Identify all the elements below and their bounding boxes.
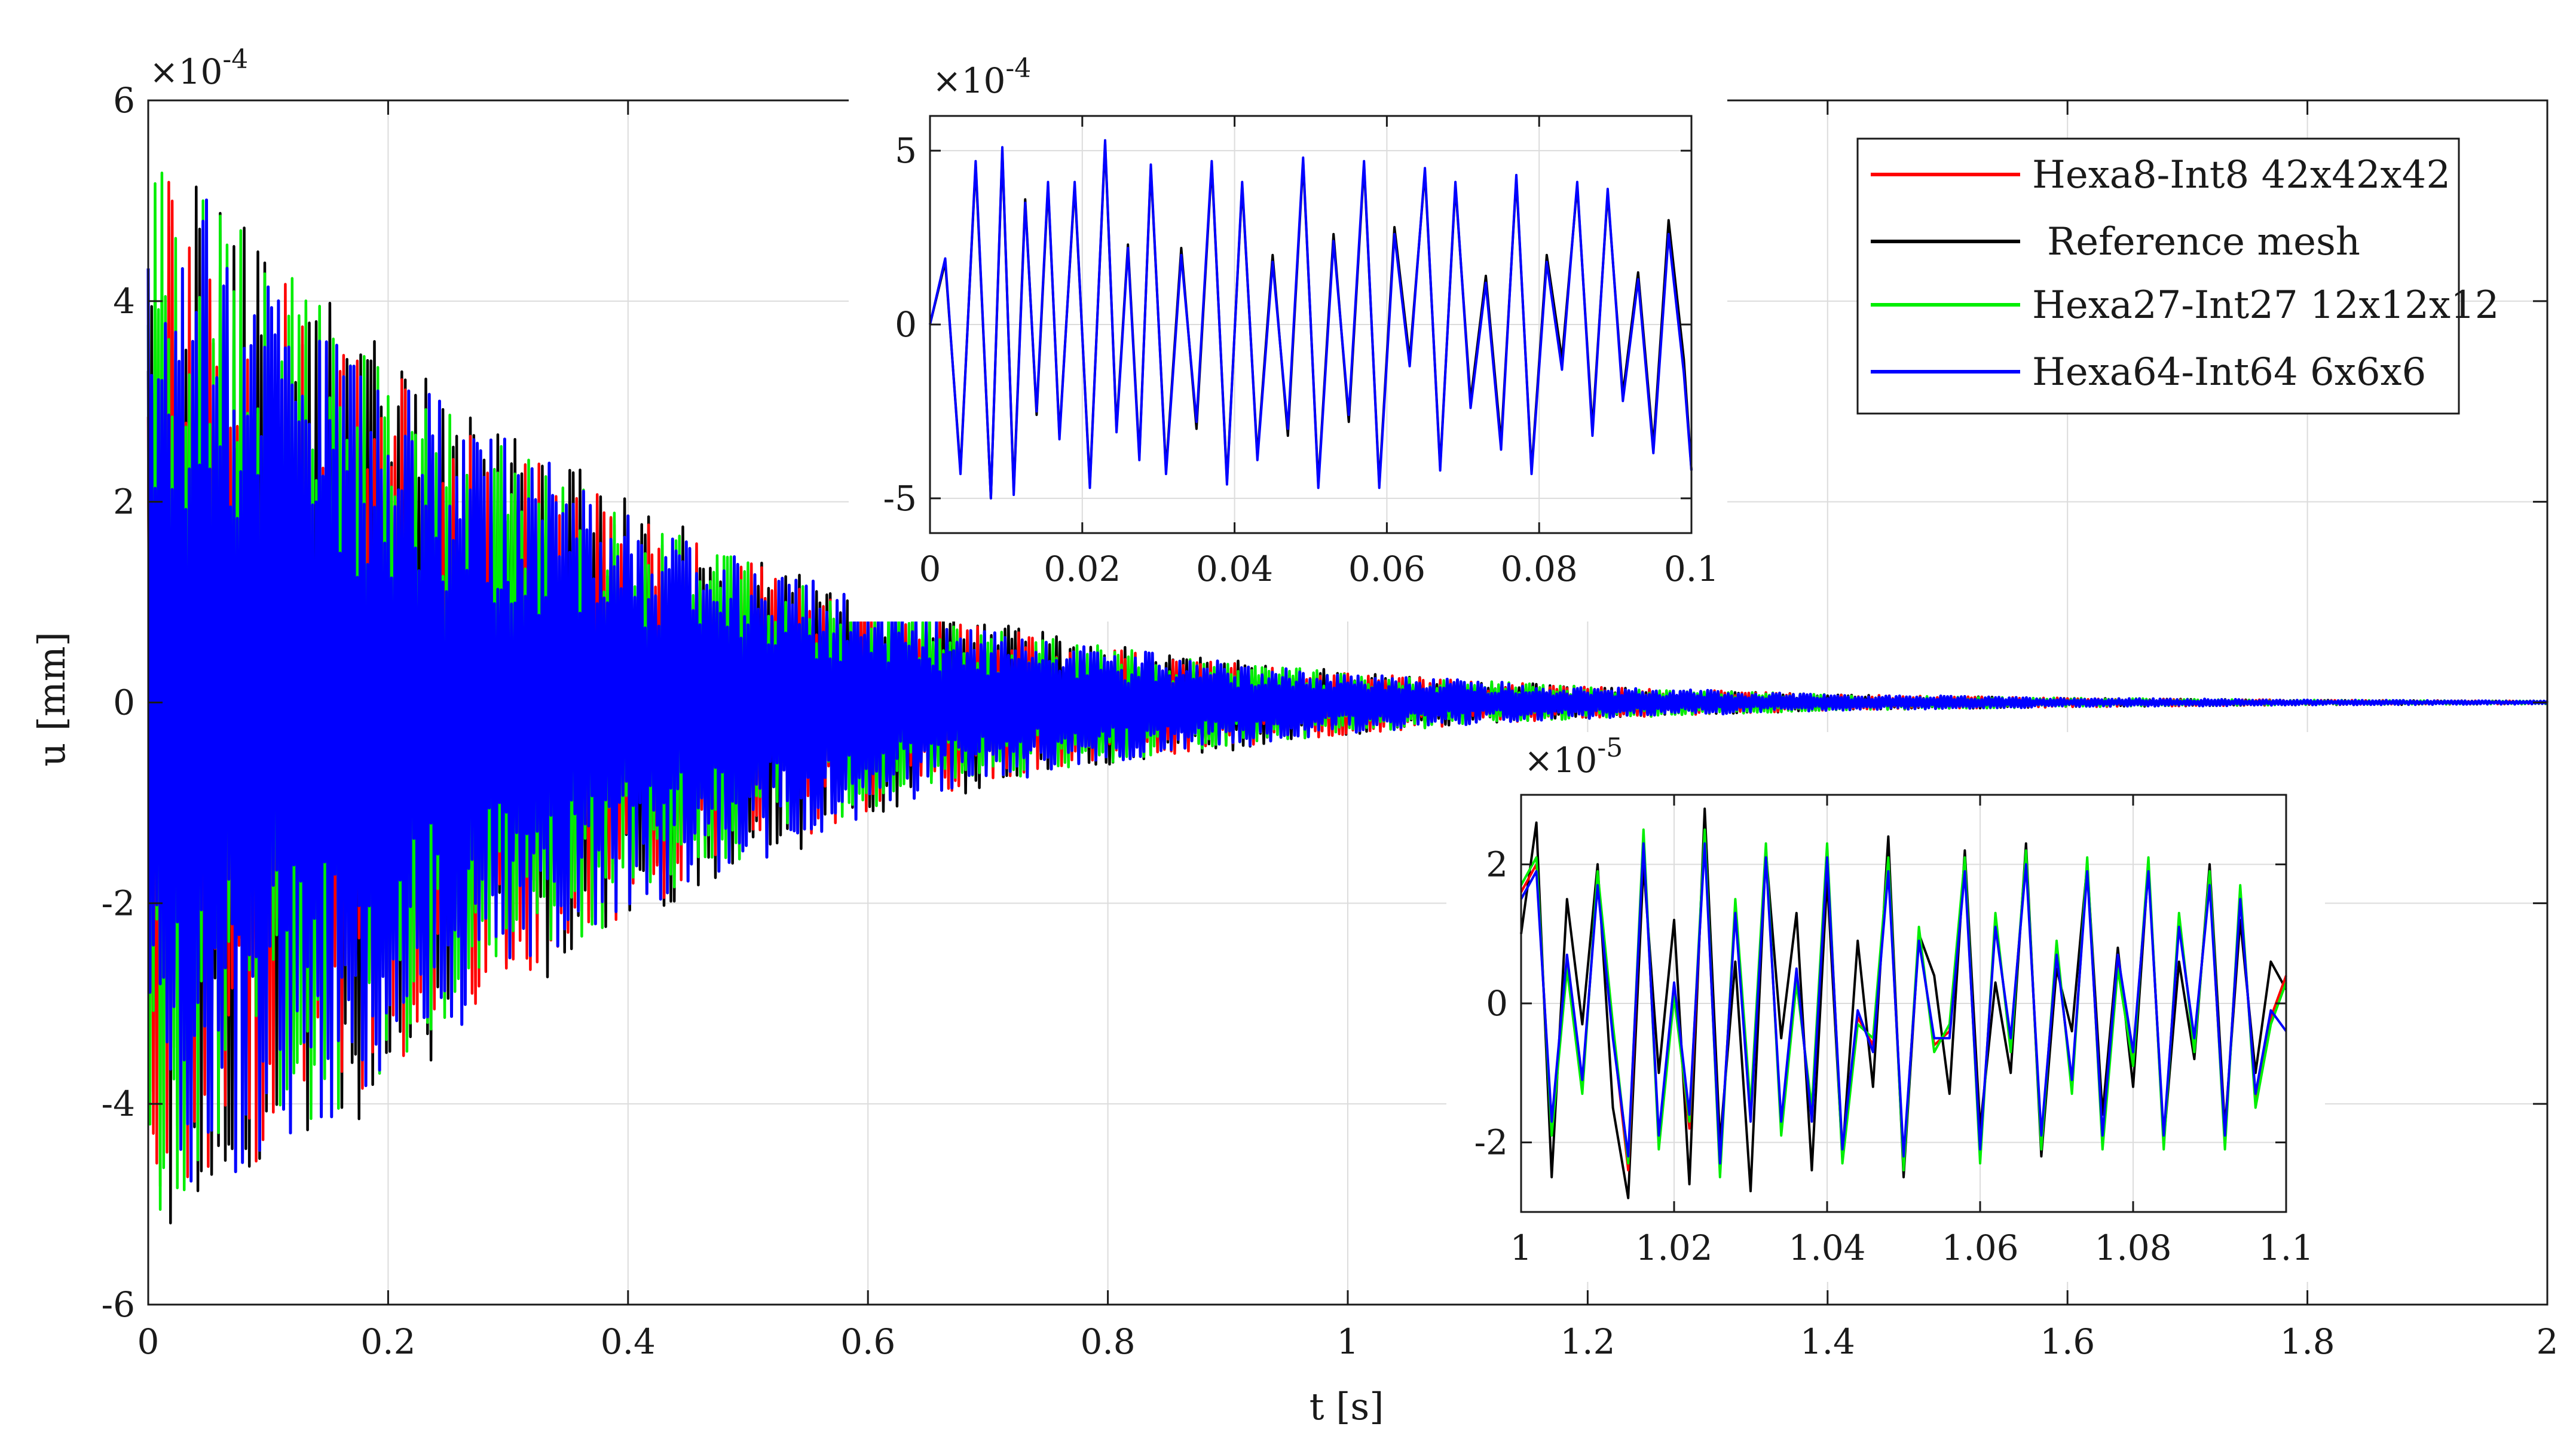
- main-y-tick-labels: -6 -4 -2 0 2 4 6: [102, 80, 136, 1325]
- inset-late-series: [1520, 807, 2287, 1199]
- x-tick-label: 1.1: [2259, 1228, 2314, 1268]
- inset-late-plot: 1 1.02 1.04 1.06 1.08 1.1 -202 ×10-5: [1446, 732, 2325, 1282]
- x-tick-label: 0.6: [840, 1321, 895, 1362]
- x-tick-label: 0.04: [1196, 549, 1273, 589]
- y-tick-label: 2: [1486, 844, 1508, 884]
- main-y-multiplier: ×10-4: [149, 44, 248, 92]
- inset-early-series: [929, 139, 1693, 500]
- legend-entry: Hexa8-Int8 42x42x42: [1871, 153, 2450, 197]
- y-tick-label: -2: [102, 883, 136, 923]
- x-tick-label: 1.2: [1560, 1321, 1615, 1362]
- inset-early-y-multiplier: ×10-4: [932, 53, 1031, 101]
- x-tick-label: 1.04: [1788, 1228, 1865, 1268]
- inset-late-y-tick-labels: -2 0 2: [1474, 844, 1509, 1162]
- y-tick-label: 2: [113, 482, 135, 522]
- y-tick-label: -6: [102, 1284, 136, 1325]
- y-tick-label: -4: [102, 1083, 136, 1124]
- main-y-axis-label: u [mm]: [30, 632, 74, 767]
- y-tick-label: -2: [1474, 1122, 1509, 1163]
- x-tick-label: 1.8: [2280, 1321, 2335, 1362]
- y-tick-label: 0: [1486, 983, 1508, 1024]
- series-line: [1520, 842, 2287, 1165]
- series-line: [929, 139, 1693, 500]
- series-line: [146, 198, 2549, 1183]
- legend-label: Reference mesh: [2047, 220, 2360, 264]
- main-x-axis-label: t [s]: [1310, 1385, 1384, 1428]
- x-tick-label: 0.08: [1501, 549, 1578, 589]
- x-tick-label: 1.02: [1635, 1228, 1712, 1268]
- legend-box: [1856, 137, 2460, 415]
- main-x-tick-labels: 0 0.2 0.4 0.6 0.8 1 1.2 1.4 1.6 1.8 2: [137, 1321, 2559, 1362]
- legend-label: Hexa64-Int64 6x6x6: [2032, 350, 2426, 394]
- legend-entry: Hexa64-Int64 6x6x6: [1871, 350, 2426, 394]
- y-tick-label: 0: [895, 304, 917, 345]
- x-tick-label: 0: [137, 1321, 160, 1362]
- x-tick-label: 2: [2537, 1321, 2559, 1362]
- legend: Hexa8-Int8 42x42x42 Reference mesh Hexa2…: [1856, 137, 2499, 415]
- x-tick-label: 1.08: [2094, 1228, 2171, 1268]
- inset-early-x-tick-labels: 0 0.02 0.04 0.06 0.08 0.1: [919, 549, 1720, 589]
- inset-late-axes-frame: [1520, 794, 2287, 1213]
- x-tick-label: 1: [1337, 1321, 1359, 1362]
- legend-label: Hexa8-Int8 42x42x42: [2032, 153, 2450, 197]
- inset-early-y-tick-labels: -5 0 5: [883, 130, 917, 519]
- x-tick-label: 1.6: [2040, 1321, 2095, 1362]
- legend-entry: Reference mesh: [1871, 220, 2360, 264]
- y-tick-label: -5: [883, 478, 917, 519]
- inset-early-plot: 0 0.02 0.04 0.06 0.08 0.1 -505 ×10-4: [849, 53, 1727, 622]
- y-multiplier-label: ×10-4: [932, 53, 1031, 101]
- x-tick-label: 1.4: [1800, 1321, 1855, 1362]
- x-tick-label: 0.4: [601, 1321, 656, 1362]
- x-tick-label: 0.02: [1044, 549, 1121, 589]
- y-tick-label: 6: [113, 80, 135, 121]
- x-tick-label: 0.1: [1664, 549, 1719, 589]
- main-data-series: [146, 172, 2549, 1225]
- x-tick-label: 0.2: [360, 1321, 415, 1362]
- y-tick-label: 0: [113, 682, 135, 723]
- x-tick-label: 1: [1510, 1228, 1532, 1268]
- x-tick-label: 1.06: [1941, 1228, 2018, 1268]
- y-tick-label: 5: [895, 130, 917, 171]
- x-tick-label: 0.8: [1080, 1321, 1135, 1362]
- inset-early-axes-frame: [929, 115, 1693, 534]
- y-multiplier-label: ×10-4: [149, 44, 248, 92]
- legend-label: Hexa27-Int27 12x12x12: [2032, 283, 2499, 327]
- y-tick-label: 4: [113, 281, 135, 322]
- x-tick-label: 0.06: [1348, 549, 1425, 589]
- x-tick-label: 0: [919, 549, 941, 589]
- legend-entry: Hexa27-Int27 12x12x12: [1871, 283, 2499, 327]
- inset-late-x-tick-labels: 1 1.02 1.04 1.06 1.08 1.1: [1510, 1228, 2314, 1268]
